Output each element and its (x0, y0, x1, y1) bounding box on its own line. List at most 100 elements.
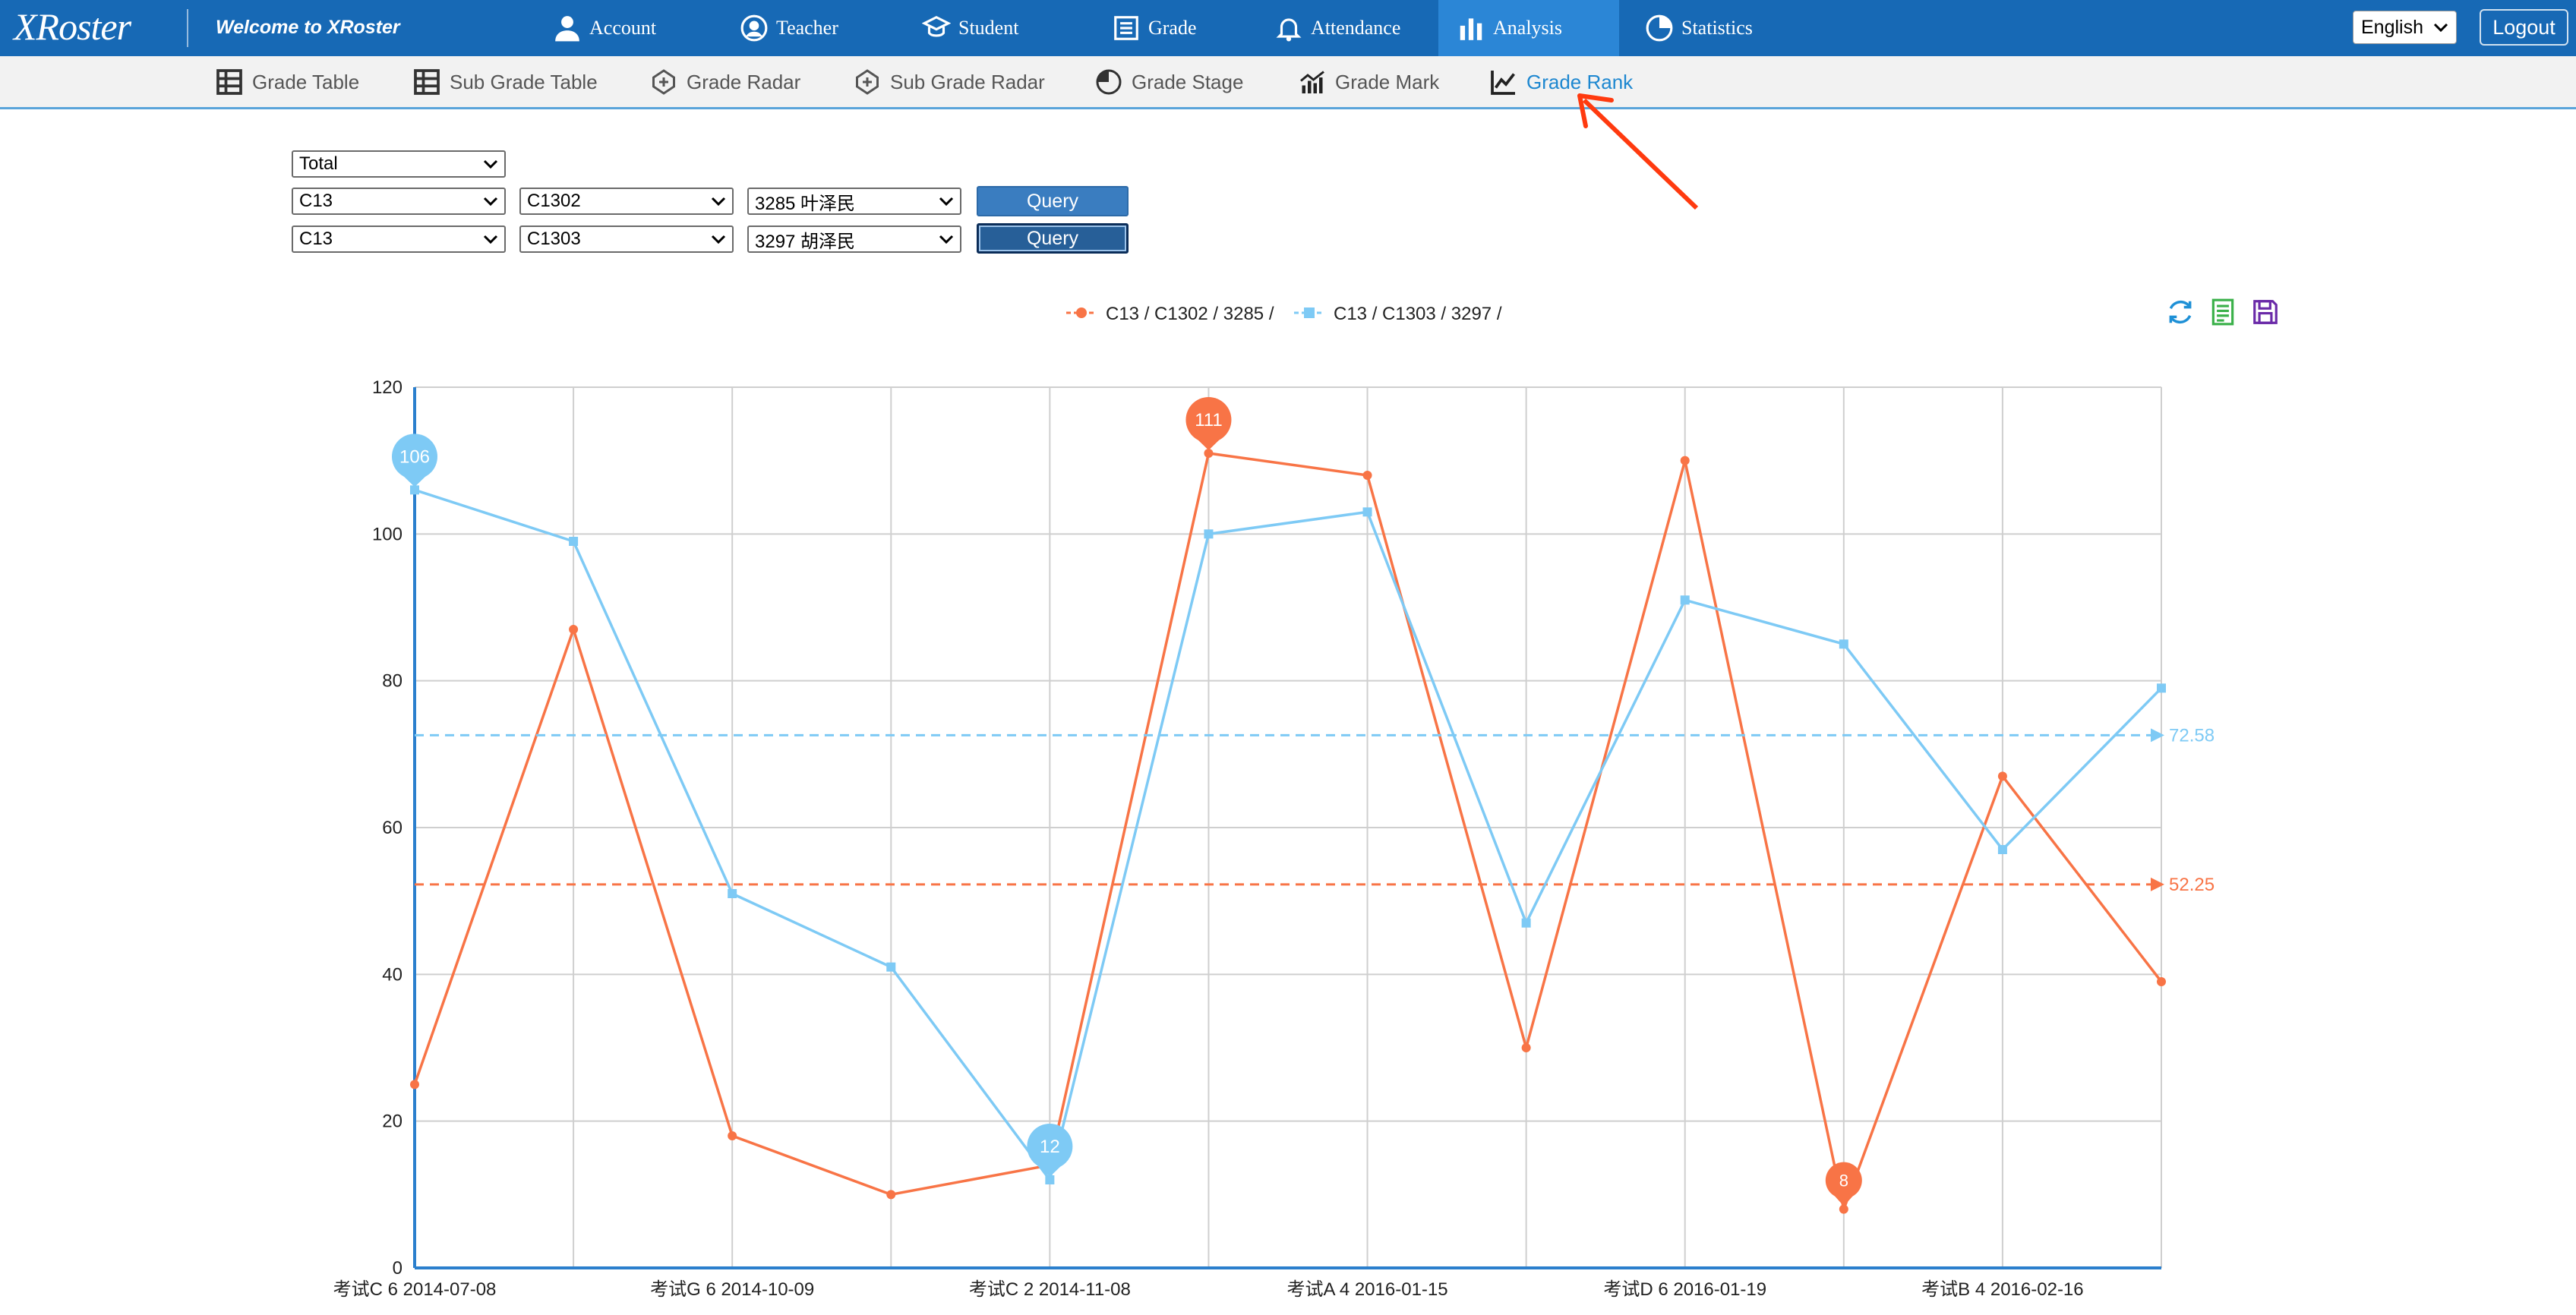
legend-label: C13 / C1302 / 3285 / (1106, 304, 1274, 324)
subnav-label: Grade Table (252, 70, 360, 93)
subnav-grade-mark[interactable]: Grade Mark (1299, 56, 1439, 108)
class-value: C1303 (527, 229, 581, 249)
subnav-grade-table[interactable]: Grade Table (216, 56, 359, 108)
nav-label: Attendance (1311, 17, 1401, 39)
data-point (1997, 771, 2007, 781)
subject-select[interactable]: Total (292, 150, 506, 178)
data-point (1362, 471, 1372, 480)
save-image-icon[interactable] (2251, 298, 2280, 326)
data-point (1045, 1175, 1055, 1184)
max-marker (392, 434, 437, 480)
data-view-icon[interactable] (2208, 298, 2237, 326)
grade-value: C13 (299, 191, 333, 211)
x-tick-label: 考试G 6 2014-10-09 (650, 1279, 814, 1300)
data-point (1680, 595, 1690, 605)
y-tick-label: 80 (382, 671, 402, 692)
data-point (1362, 507, 1372, 517)
max-marker (1185, 397, 1232, 443)
student-select-1[interactable]: 3285 叶泽民 (747, 188, 961, 215)
subnav-grade-radar[interactable]: Grade Radar (650, 56, 800, 108)
analysis-sub-navigation: Grade Table Sub Grade Table Grade Radar … (0, 56, 2576, 109)
x-tick-label: 考试A 4 2016-01-15 (1286, 1279, 1447, 1300)
subnav-label: Grade Stage (1132, 70, 1244, 93)
data-point (728, 1131, 737, 1140)
query-button-1[interactable]: Query (977, 186, 1129, 216)
y-tick-label: 100 (372, 524, 402, 544)
nav-item-statistics[interactable]: Statistics (1645, 0, 1753, 56)
subnav-label: Grade Rank (1526, 70, 1634, 93)
y-tick-label: 40 (382, 964, 402, 985)
student-select-2[interactable]: 3297 胡泽民 (747, 225, 961, 253)
y-tick-label: 20 (382, 1112, 402, 1132)
teacher-icon (740, 14, 768, 42)
class-select-2[interactable]: C1303 (519, 225, 734, 253)
grade-select-1[interactable]: C13 (292, 188, 506, 215)
student-icon (922, 15, 951, 37)
language-select[interactable]: English (2353, 11, 2457, 44)
data-point (1997, 845, 2007, 854)
nav-item-teacher[interactable]: Teacher (740, 0, 838, 56)
mark-chart-icon (1300, 71, 1324, 93)
min-marker-label: 8 (1839, 1172, 1848, 1190)
min-marker (1027, 1124, 1073, 1169)
bell-icon (1276, 18, 1302, 42)
line-chart-icon (1491, 71, 1515, 95)
chevron-down-icon (2433, 23, 2448, 33)
max-marker-label: 111 (1195, 410, 1222, 430)
subnav-sub-grade-radar[interactable]: Sub Grade Radar (854, 56, 1045, 108)
chevron-down-icon (711, 235, 726, 244)
min-marker-label: 12 (1040, 1137, 1060, 1157)
series-line (413, 452, 2163, 1214)
subnav-label: Sub Grade Radar (890, 70, 1045, 93)
legend-label: C13 / C1303 / 3297 / (1334, 304, 1502, 324)
grade-value: C13 (299, 229, 333, 249)
nav-item-account[interactable]: Account (553, 0, 656, 56)
average-arrow (2151, 728, 2164, 743)
subnav-label: Grade Mark (1335, 70, 1440, 93)
average-arrow (2151, 877, 2164, 891)
app-logo[interactable]: XRoster (14, 5, 131, 48)
chevron-down-icon (939, 197, 954, 207)
data-point (1204, 529, 1214, 539)
student-value: 3285 叶泽民 (755, 193, 856, 214)
data-point (886, 962, 896, 972)
query-button-2[interactable]: Query (977, 223, 1129, 254)
data-point (410, 1080, 419, 1090)
pie-icon (1096, 69, 1122, 95)
class-value: C1302 (527, 191, 581, 211)
y-tick-label: 60 (382, 818, 402, 838)
subnav-sub-grade-table[interactable]: Sub Grade Table (413, 56, 598, 108)
data-point (1204, 449, 1214, 458)
nav-item-student[interactable]: Student (922, 0, 1018, 56)
subnav-grade-stage[interactable]: Grade Stage (1095, 56, 1243, 108)
student-value: 3297 胡泽民 (755, 231, 856, 252)
data-point (1521, 918, 1531, 928)
average-label: 52.25 (2169, 875, 2215, 895)
data-point (1680, 456, 1690, 465)
user-icon (555, 16, 579, 42)
logo-divider (187, 9, 188, 47)
chevron-down-icon (939, 235, 954, 244)
logout-button[interactable]: Logout (2480, 9, 2568, 46)
table-icon (216, 69, 242, 95)
top-navigation-bar: XRoster Welcome to XRoster Account Teach… (0, 0, 2576, 56)
nav-item-analysis[interactable]: Analysis (1438, 0, 1619, 56)
data-point (1521, 1043, 1531, 1052)
x-tick-label: 考试B 4 2016-02-16 (1921, 1279, 2083, 1300)
nav-item-attendance[interactable]: Attendance (1274, 0, 1400, 56)
data-point (410, 485, 419, 495)
max-marker-label: 106 (399, 446, 430, 467)
class-select-1[interactable]: C1302 (519, 188, 734, 215)
annotation-arrow (1577, 93, 1699, 210)
subnav-label: Sub Grade Table (450, 70, 598, 93)
restore-icon[interactable] (2166, 298, 2195, 326)
subnav-grade-rank[interactable]: Grade Rank (1490, 56, 1633, 108)
nav-item-grade[interactable]: Grade (1112, 0, 1197, 56)
y-tick-label: 120 (372, 377, 402, 398)
nav-label: Statistics (1681, 17, 1753, 39)
pie-chart-icon (1646, 14, 1673, 42)
grade-select-2[interactable]: C13 (292, 225, 506, 253)
radar-icon (856, 69, 879, 95)
chevron-down-icon (483, 235, 498, 244)
